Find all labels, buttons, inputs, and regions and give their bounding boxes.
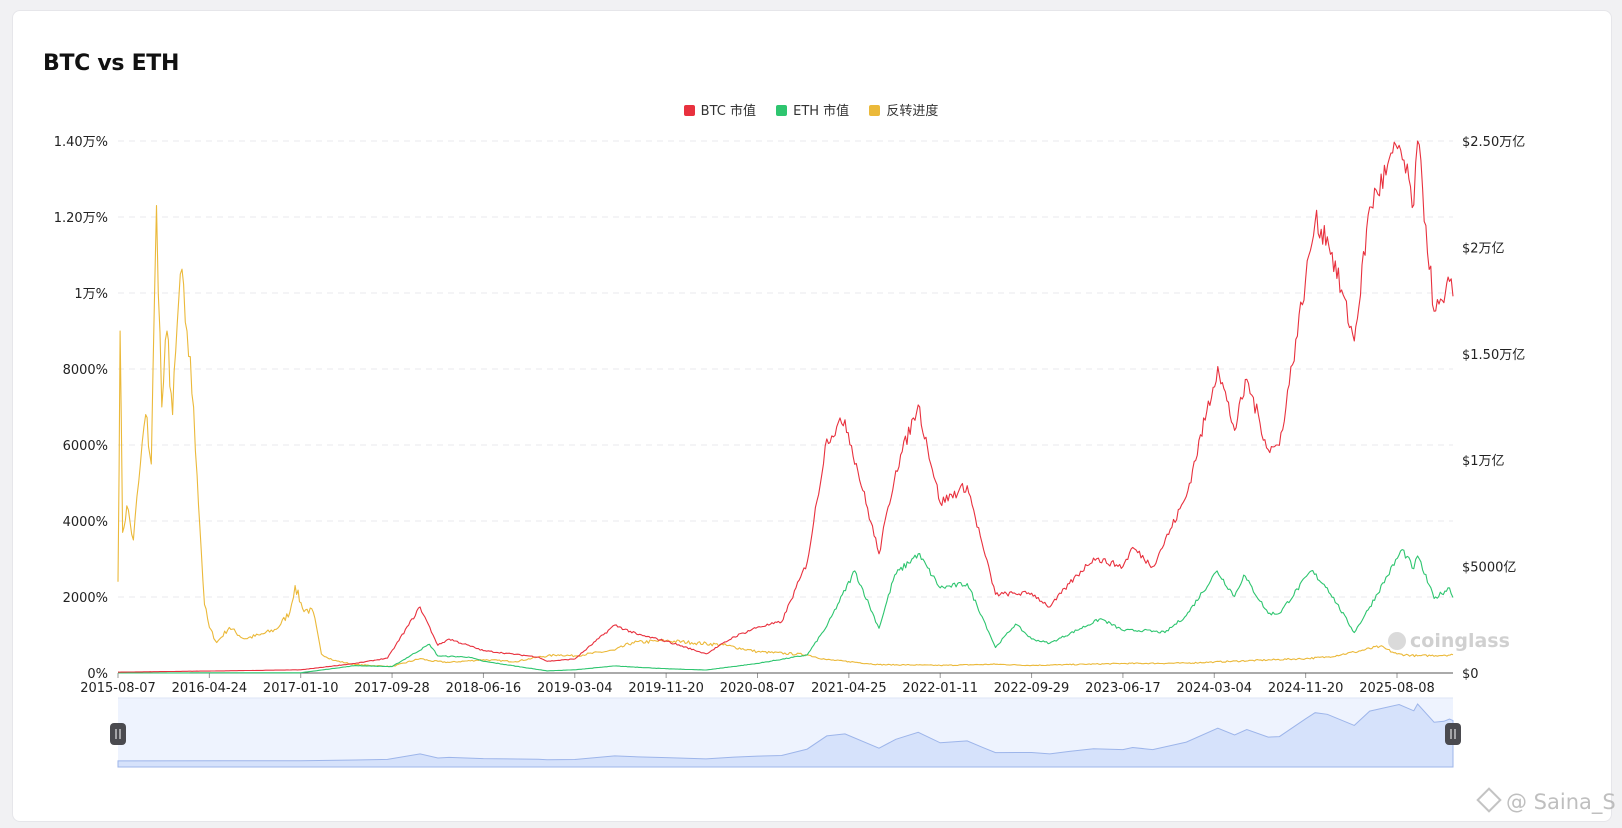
navigator-area	[117, 703, 1454, 768]
series-line-btc	[117, 140, 1454, 673]
left-axis-tick-label: 2000%	[63, 591, 108, 606]
watermark-text: coinglass	[1410, 630, 1510, 652]
right-axis-tick-label: $2万亿	[1462, 241, 1505, 256]
coinglass-logo-icon	[1388, 632, 1406, 650]
chart-card: BTC vs ETH	[12, 10, 1612, 822]
chart-legend: BTC 市值 ETH 市值 反转进度	[0, 100, 1622, 119]
right-axis-tick-label: $2.50万亿	[1462, 135, 1525, 150]
legend-swatch-reversal	[869, 105, 881, 116]
legend-swatch-btc	[683, 105, 695, 116]
chart-title: BTC vs ETH	[43, 51, 180, 76]
series-line-eth	[118, 549, 1454, 674]
x-axis-tick-label: 2022-09-29	[994, 681, 1070, 696]
coinglass-watermark: coinglass	[1388, 630, 1510, 652]
right-axis-tick-label: $5000亿	[1462, 561, 1516, 576]
x-axis-tick-label: 2017-09-28	[354, 681, 430, 696]
x-axis-tick-label: 2019-11-20	[628, 681, 704, 696]
x-axis-tick-label: 2017-01-10	[263, 681, 339, 696]
navigator-handle-right-body[interactable]	[1445, 723, 1461, 745]
legend-label-reversal: 反转进度	[886, 104, 939, 119]
x-axis-tick-label: 2021-04-25	[811, 681, 887, 696]
x-axis-tick-label: 2024-03-04	[1177, 681, 1253, 696]
left-axis-tick-label: 8000%	[63, 363, 108, 378]
legend-label-btc: BTC 市值	[700, 104, 756, 119]
navigator-handle-left[interactable]	[110, 723, 126, 745]
left-axis-tick-label: 1.20万%	[54, 211, 108, 226]
legend-item-btc[interactable]: BTC 市值	[683, 100, 756, 119]
legend-item-eth[interactable]: ETH 市值	[776, 100, 849, 119]
author-signature: @ Saina_S	[1476, 787, 1616, 814]
x-axis-tick-label: 2023-06-17	[1085, 681, 1161, 696]
legend-label-eth: ETH 市值	[793, 104, 850, 119]
right-axis-tick-label: $1万亿	[1462, 454, 1505, 469]
x-axis-tick-label: 2022-01-11	[902, 681, 978, 696]
right-axis-tick-label: $0	[1462, 667, 1479, 682]
navigator-handle-left-body[interactable]	[110, 723, 126, 745]
x-axis-tick-label: 2024-11-20	[1268, 681, 1344, 696]
left-axis-tick-label: 6000%	[63, 439, 108, 454]
left-axis-tick-label: 1.40万%	[54, 135, 108, 150]
series-line-reversal	[117, 205, 1454, 668]
left-axis-tick-label: 1万%	[74, 287, 108, 302]
signature-diamond-icon	[1476, 787, 1502, 813]
signature-text: @ Saina_S	[1506, 790, 1616, 814]
left-axis-tick-label: 0%	[87, 667, 108, 682]
x-axis-tick-label: 2018-06-16	[446, 681, 522, 696]
legend-item-reversal[interactable]: 反转进度	[869, 100, 938, 119]
legend-swatch-eth	[776, 105, 788, 116]
x-axis-tick-label: 2015-08-07	[80, 681, 156, 696]
x-axis-tick-label: 2025-08-08	[1359, 681, 1435, 696]
right-axis-tick-label: $1.50万亿	[1462, 348, 1525, 363]
left-axis-tick-label: 4000%	[63, 515, 108, 530]
x-axis-tick-label: 2020-08-07	[720, 681, 796, 696]
x-axis-tick-label: 2016-04-24	[172, 681, 248, 696]
x-axis-tick-label: 2019-03-04	[537, 681, 613, 696]
navigator-handle-right[interactable]	[1445, 723, 1461, 745]
